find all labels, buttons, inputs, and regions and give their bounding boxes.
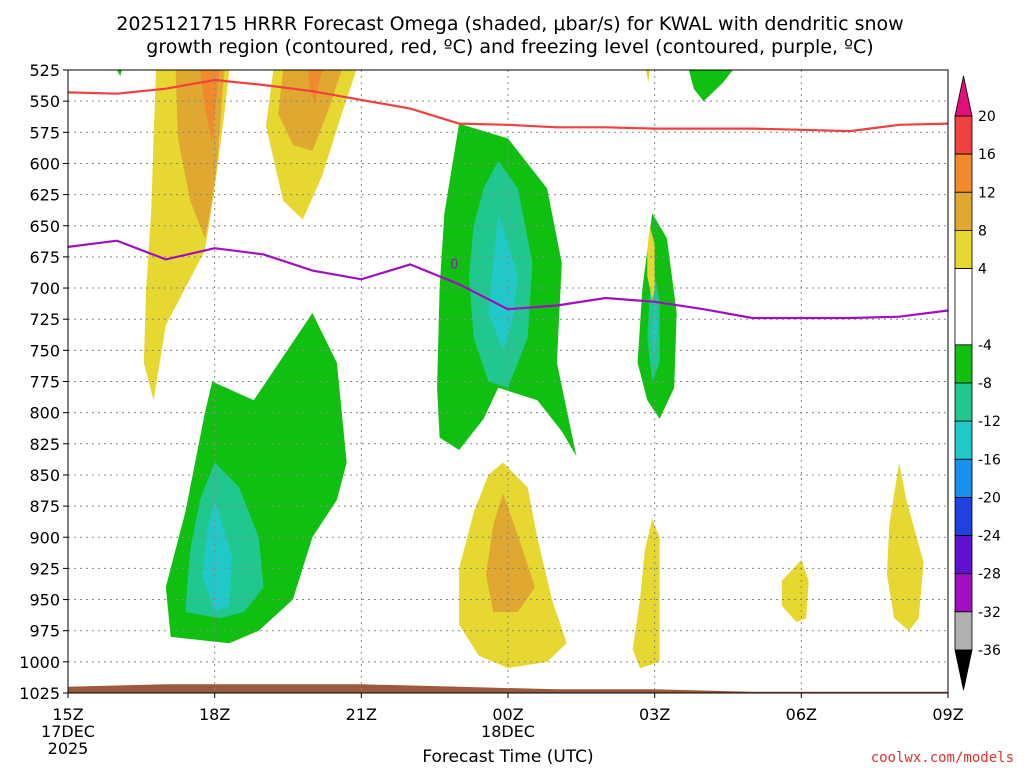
y-tick-label-625: 625 bbox=[29, 186, 60, 205]
colorbar-tick--24: -24 bbox=[978, 529, 1001, 545]
colorbar-tick-4: 4 bbox=[978, 262, 987, 278]
y-tick-label-850: 850 bbox=[29, 466, 60, 485]
colorbar-tick--4: -4 bbox=[978, 338, 992, 354]
colorbar-tick--8: -8 bbox=[978, 376, 992, 392]
plot-content: 0 bbox=[68, 70, 948, 693]
omega-region-cyan-core-18z bbox=[202, 499, 232, 612]
y-tick-label-675: 675 bbox=[29, 248, 60, 267]
x-tick-label-21Z: 21Z bbox=[346, 705, 377, 724]
omega-region-cyan-core-03z bbox=[652, 294, 658, 357]
y-tick-label-875: 875 bbox=[29, 497, 60, 516]
omega-region-green-sliver-16z-top bbox=[116, 70, 122, 77]
y-tick-label-950: 950 bbox=[29, 591, 60, 610]
credit-text: coolwx.com/models bbox=[871, 750, 1014, 766]
colorbar-bin--32--28 bbox=[954, 573, 973, 613]
y-tick-label-825: 825 bbox=[29, 435, 60, 454]
colorbar-bin--28--24 bbox=[954, 535, 973, 575]
colorbar-over-arrow bbox=[954, 75, 973, 117]
omega-region-cyan-core-23z bbox=[488, 213, 518, 351]
y-tick-label-1025: 1025 bbox=[19, 684, 60, 703]
colorbar-tick--16: -16 bbox=[978, 452, 1001, 468]
colorbar-tick--28: -28 bbox=[978, 567, 1001, 583]
x-tick-label-09Z: 09Z bbox=[932, 705, 963, 724]
colorbar-bin--12--8 bbox=[954, 382, 973, 422]
x-tick-year-15Z: 2025 bbox=[48, 739, 89, 758]
x-tick-label-03Z: 03Z bbox=[639, 705, 670, 724]
x-tick-label-15Z: 15Z bbox=[52, 705, 83, 724]
colorbar-bin-12-16 bbox=[954, 153, 973, 193]
x-tick-date-15Z: 17DEC bbox=[41, 722, 95, 741]
colorbar-bin--24--20 bbox=[954, 497, 973, 536]
omega-region-yellow-blob-06z bbox=[781, 559, 809, 622]
colorbar-bin--16--12 bbox=[954, 420, 973, 460]
colorbar-bin-8-12 bbox=[954, 191, 973, 231]
y-tick-label-775: 775 bbox=[29, 373, 60, 392]
dendritic-red-contour bbox=[68, 78, 948, 133]
y-tick-label-725: 725 bbox=[29, 310, 60, 329]
y-tick-label-925: 925 bbox=[29, 559, 60, 578]
omega-region-gold-core-20z bbox=[278, 70, 342, 151]
y-tick-label-900: 900 bbox=[29, 528, 60, 547]
colorbar-tick--20: -20 bbox=[978, 490, 1001, 506]
colorbar-tick--32: -32 bbox=[978, 605, 1001, 621]
y-tick-label-800: 800 bbox=[29, 404, 60, 423]
colorbar-bin-4-8 bbox=[954, 230, 973, 269]
y-tick-label-650: 650 bbox=[29, 217, 60, 236]
colorbar-bin--20--16 bbox=[954, 458, 973, 498]
plot-area: 0 525 550 575 600 625 650 675 700 725 750 775 800 825… bbox=[19, 61, 963, 758]
y-tick-label-975: 975 bbox=[29, 622, 60, 641]
x-tick-label-18Z: 18Z bbox=[199, 705, 230, 724]
y-tick-label-700: 700 bbox=[29, 279, 60, 298]
x-tick-label-06Z: 06Z bbox=[786, 705, 817, 724]
chart-title-line-1: 2025121715 HRRR Forecast Omega (shaded, … bbox=[116, 13, 903, 35]
colorbar-bin--4-4 bbox=[954, 268, 973, 346]
y-tick-label-1000: 1000 bbox=[19, 653, 60, 672]
colorbar-tick-12: 12 bbox=[978, 185, 996, 201]
omega-region-yellow-sliver-02z bbox=[647, 225, 655, 301]
colorbar: 20 16 12 8 4 -4 -8 -12 -16 -20 -24 -28 -32 -36 bbox=[954, 75, 1001, 691]
y-tick-label-525: 525 bbox=[29, 61, 60, 80]
chart-title-line-2: growth region (contoured, red, ºC) and f… bbox=[146, 36, 873, 58]
omega-region-gold-core-23z bbox=[486, 493, 535, 612]
colorbar-tick-8: 8 bbox=[978, 223, 987, 239]
omega-region-orange-core-20z bbox=[307, 70, 323, 104]
colorbar-tick--36: -36 bbox=[978, 643, 1001, 659]
colorbar-tick-20: 20 bbox=[978, 109, 996, 125]
omega-region-green-upper-04z bbox=[688, 70, 733, 102]
omega-region-yellow-blob-08z bbox=[886, 462, 924, 631]
y-tick-label-550: 550 bbox=[29, 92, 60, 111]
freezing-level-purple-contour bbox=[68, 239, 948, 320]
freezing-level-label: 0 bbox=[450, 257, 458, 272]
y-tick-label-750: 750 bbox=[29, 341, 60, 360]
colorbar-bin--8--4 bbox=[954, 344, 973, 384]
colorbar-bin--36--32 bbox=[954, 611, 973, 651]
x-tick-label-00Z: 00Z bbox=[492, 705, 523, 724]
colorbar-tick--12: -12 bbox=[978, 414, 1001, 430]
y-tick-label-575: 575 bbox=[29, 123, 60, 142]
colorbar-tick-16: 16 bbox=[978, 147, 996, 163]
x-axis-label: Forecast Time (UTC) bbox=[422, 747, 593, 767]
colorbar-under-arrow bbox=[954, 649, 973, 691]
x-tick-date-00Z: 18DEC bbox=[481, 722, 535, 741]
omega-region-yellow-sliver-02z-top bbox=[645, 70, 650, 83]
colorbar-bin-16-20 bbox=[954, 115, 973, 155]
y-tick-label-600: 600 bbox=[29, 154, 60, 173]
